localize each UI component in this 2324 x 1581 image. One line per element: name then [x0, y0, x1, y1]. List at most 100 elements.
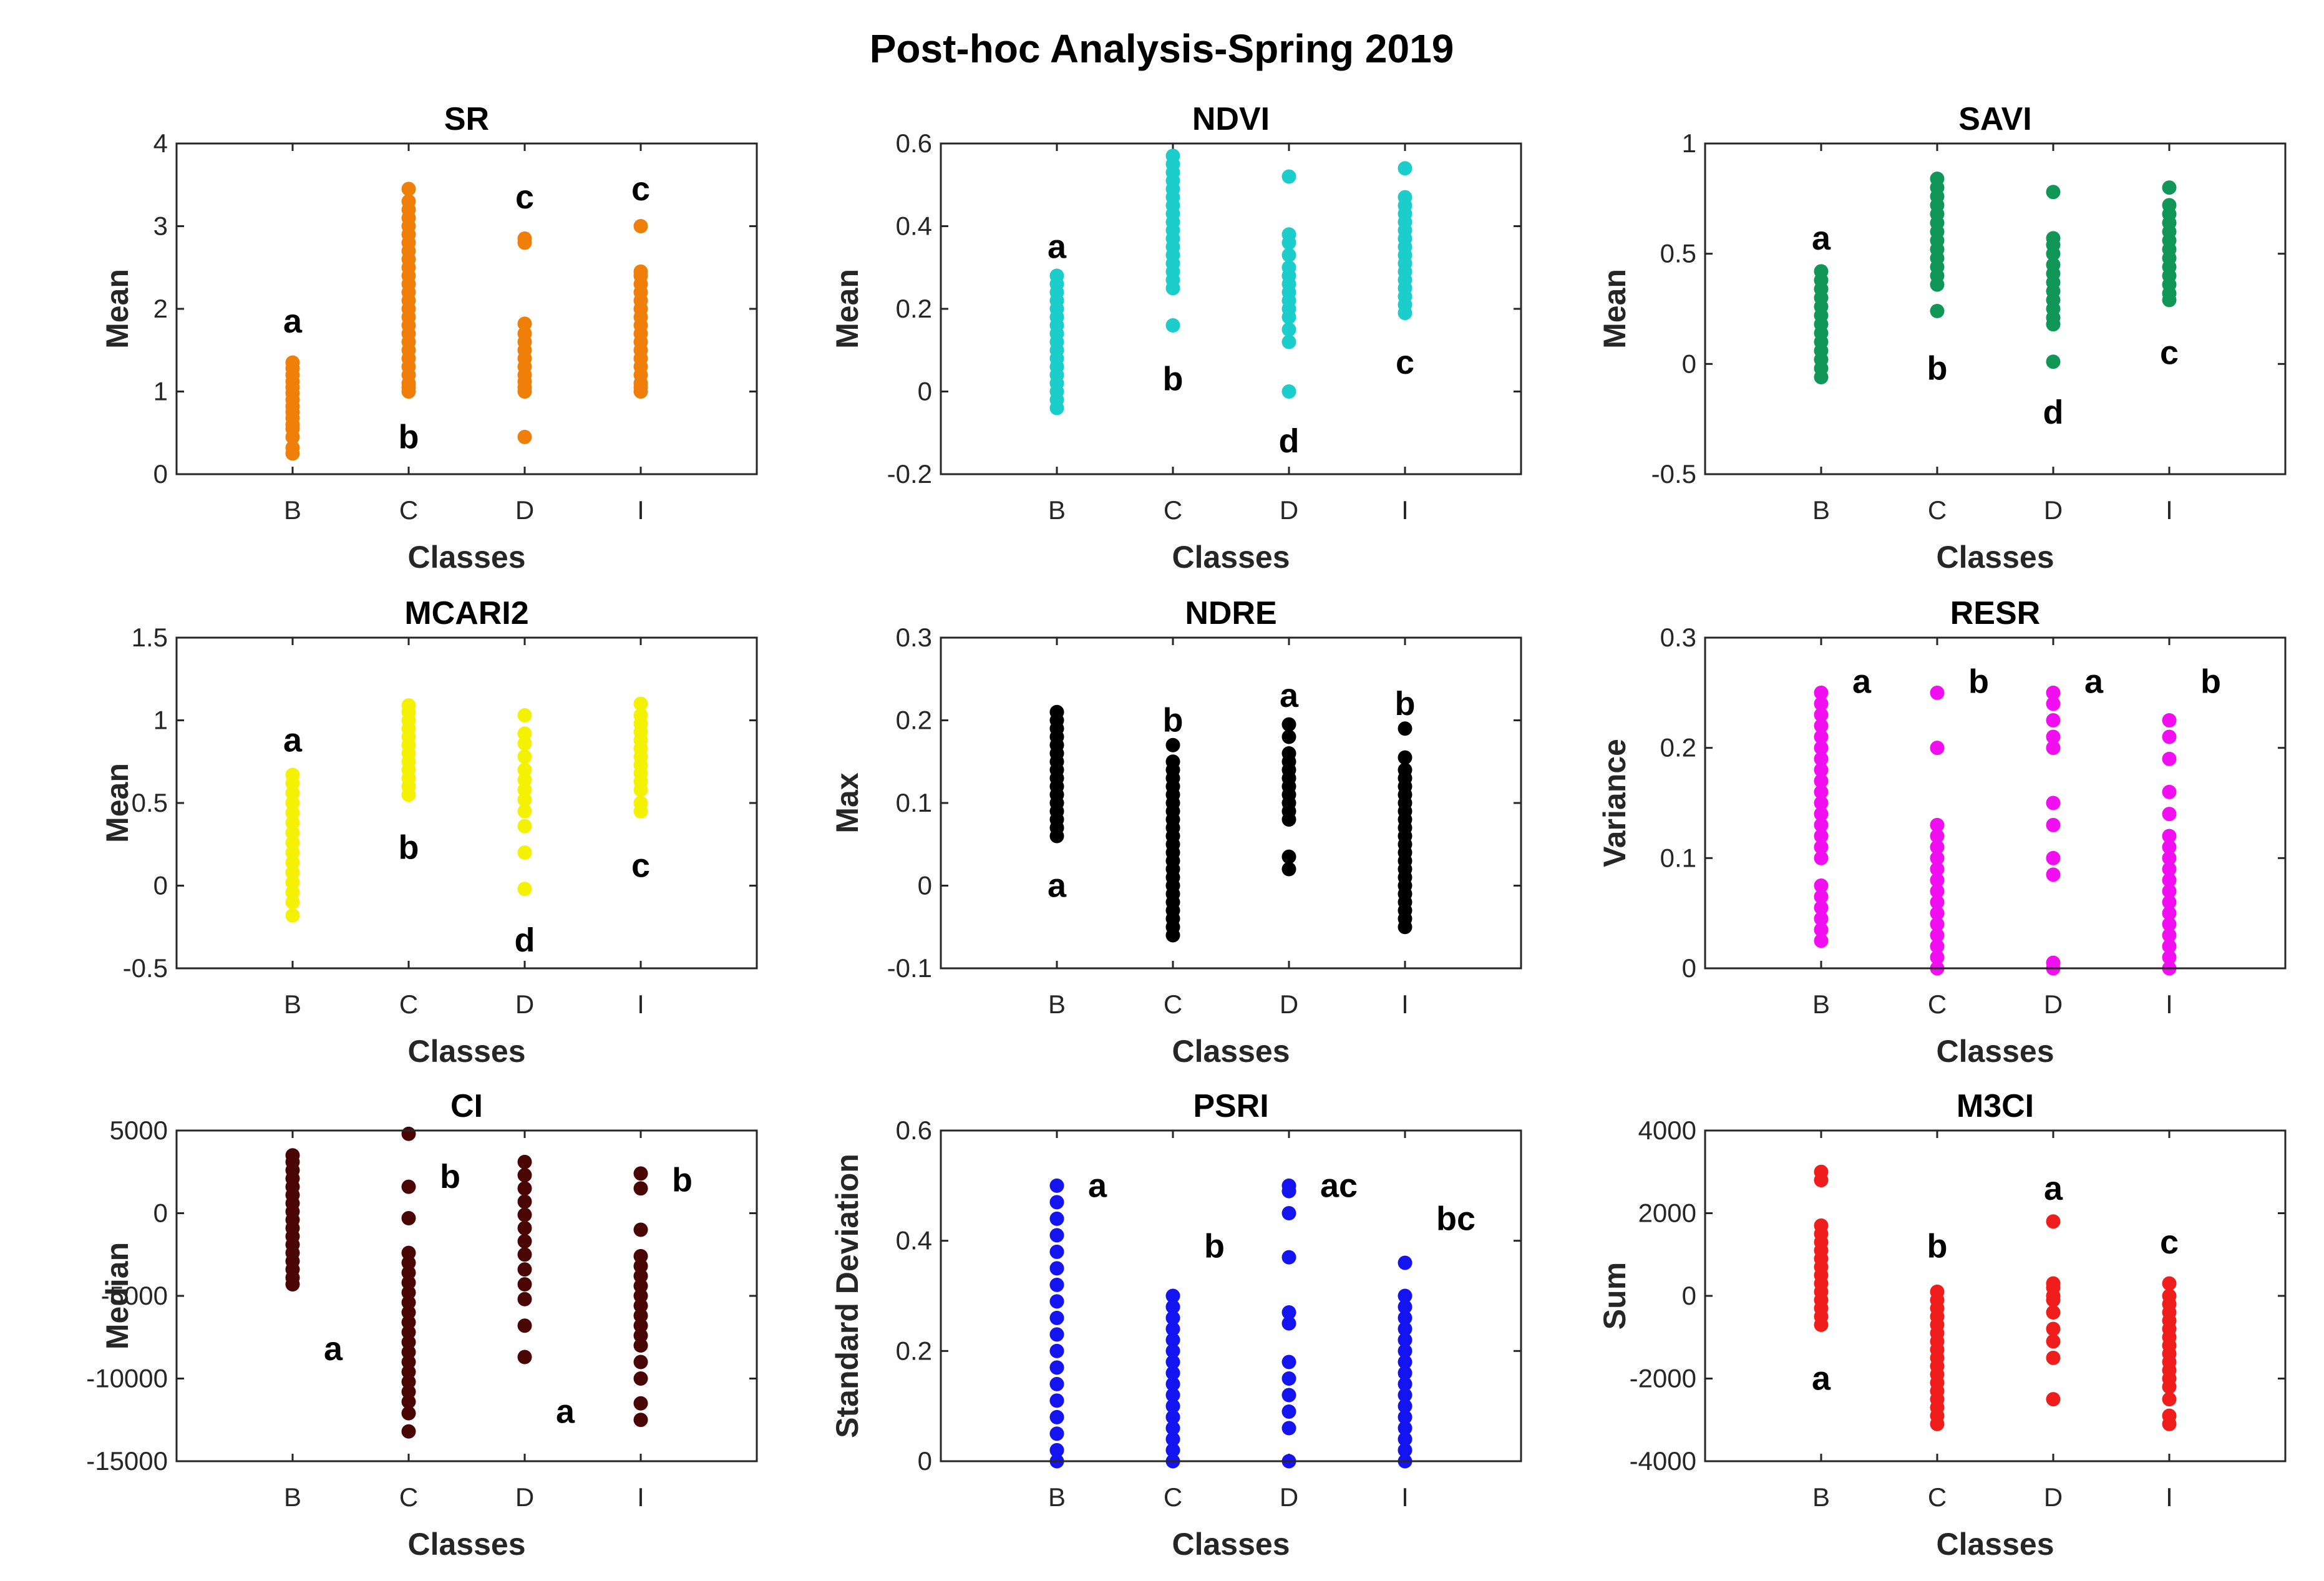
data-point-i [2162, 840, 2177, 855]
data-point-c [401, 1374, 416, 1389]
data-point-d [2046, 685, 2061, 700]
y-tick-label: -2000 [1630, 1364, 1696, 1393]
data-point-c [1930, 840, 1945, 855]
data-point-c [1165, 1321, 1180, 1336]
data-point-i [2162, 807, 2177, 822]
significance-letter: d [1279, 422, 1300, 460]
subplot-resr: RESR 0 0.1 0.2 0.3 B C D Ia b a b Classes Variance [1597, 595, 2287, 1069]
data-point-d [517, 1154, 532, 1169]
data-point-d [1281, 1355, 1296, 1369]
data-point-d [2046, 850, 2061, 865]
y-tick-label: 2 [153, 294, 168, 323]
data-point-c [1165, 1355, 1180, 1369]
data-point-i [2162, 928, 2177, 943]
data-point-i [1398, 1421, 1412, 1436]
x-axis-label: Classes [1172, 1527, 1290, 1562]
data-point-b [285, 908, 300, 923]
data-point-d [2046, 795, 2061, 810]
significance-letter: b [1927, 1228, 1948, 1265]
data-point-d [1281, 384, 1296, 399]
y-tick-label: 1 [1682, 129, 1696, 158]
data-point-d [517, 1262, 532, 1277]
data-point-d [517, 804, 532, 819]
y-tick-label: 0.6 [896, 1116, 932, 1145]
y-tick-label: -0.5 [123, 953, 168, 983]
subplot-title: RESR [1950, 595, 2040, 631]
y-tick-label: 0.3 [896, 623, 932, 652]
y-tick-label: -0.2 [887, 459, 932, 489]
data-point-c [1930, 741, 1945, 756]
data-point-i [633, 1371, 648, 1386]
data-point-b [285, 825, 300, 840]
data-point-c [401, 1365, 416, 1379]
y-tick-label: 2000 [1638, 1199, 1696, 1228]
y-tick-label: 0.2 [896, 1336, 932, 1365]
x-tick-label: C [399, 990, 418, 1019]
plot-area-frame [940, 636, 1522, 970]
x-tick-label: D [1280, 990, 1298, 1019]
data-point-d [517, 762, 532, 777]
y-tick-label: 0.5 [1660, 239, 1696, 268]
data-point-b [1049, 1442, 1064, 1457]
data-point-b [1814, 1164, 1829, 1179]
data-point-d [2046, 1334, 2061, 1349]
data-point-i [1398, 1343, 1412, 1358]
data-point-c [401, 1179, 416, 1194]
data-point-d [517, 1181, 532, 1196]
x-tick-label: B [284, 495, 301, 525]
scatter-points [285, 1126, 648, 1439]
data-point-b [285, 845, 300, 860]
data-point-d [517, 708, 532, 723]
significance-letter: d [2043, 394, 2064, 431]
significance-letter: a [324, 1330, 343, 1368]
x-tick-label: I [637, 495, 644, 525]
data-point-d [517, 1234, 532, 1249]
data-point-d [2046, 867, 2061, 882]
data-point-c [1165, 1421, 1180, 1436]
data-point-c [1165, 1432, 1180, 1447]
y-tick-label: -4000 [1630, 1446, 1696, 1476]
subplot-title: PSRI [1193, 1088, 1268, 1124]
y-tick-label: 0.1 [1660, 843, 1696, 872]
data-point-b [285, 786, 300, 800]
y-tick-label: 4000 [1638, 1116, 1696, 1145]
significance-letter: b [2200, 663, 2221, 701]
data-point-d [2046, 713, 2061, 727]
significance-letter: b [440, 1158, 460, 1195]
data-point-b [1814, 878, 1829, 893]
significance-letter: b [1163, 361, 1184, 398]
data-point-i [633, 219, 648, 233]
y-axis-label: Mean [1597, 269, 1632, 349]
data-point-b [285, 855, 300, 870]
data-point-c [1930, 817, 1945, 832]
data-point-d [1281, 169, 1296, 184]
significance-letter: a [283, 303, 303, 340]
data-point-i [2162, 829, 2177, 844]
data-point-d [2046, 1321, 2061, 1336]
plot-area-frame [175, 1129, 758, 1462]
data-point-c [401, 1345, 416, 1360]
data-point-i [2162, 713, 2177, 727]
data-point-d [1281, 1421, 1296, 1436]
data-point-d [2046, 1214, 2061, 1229]
data-point-d [2046, 1392, 2061, 1407]
y-axis-label: Variance [1597, 739, 1632, 867]
data-point-i [1398, 1310, 1412, 1325]
y-tick-label: 0 [1682, 1281, 1696, 1310]
data-point-d [517, 316, 532, 331]
data-point-c [1165, 1343, 1180, 1358]
data-point-c [1930, 685, 1945, 700]
x-tick-label: C [1164, 1482, 1182, 1512]
data-point-b [1814, 1218, 1829, 1233]
data-point-d [2046, 696, 2061, 711]
data-point-i [2162, 950, 2177, 965]
data-point-b [285, 767, 300, 782]
plot-area-frame [1704, 636, 2287, 970]
x-tick-label: I [1401, 495, 1409, 525]
data-point-i [633, 1355, 648, 1369]
data-point-d [2046, 955, 2061, 970]
y-axis-label: Mean [830, 269, 865, 349]
data-point-c [1930, 172, 1945, 187]
data-point-d [517, 1292, 532, 1306]
subplot-ndvi: NDVI -0.2 0 0.2 0.4 0.6 B C D Ia b d c Classes Mean [830, 101, 1522, 575]
